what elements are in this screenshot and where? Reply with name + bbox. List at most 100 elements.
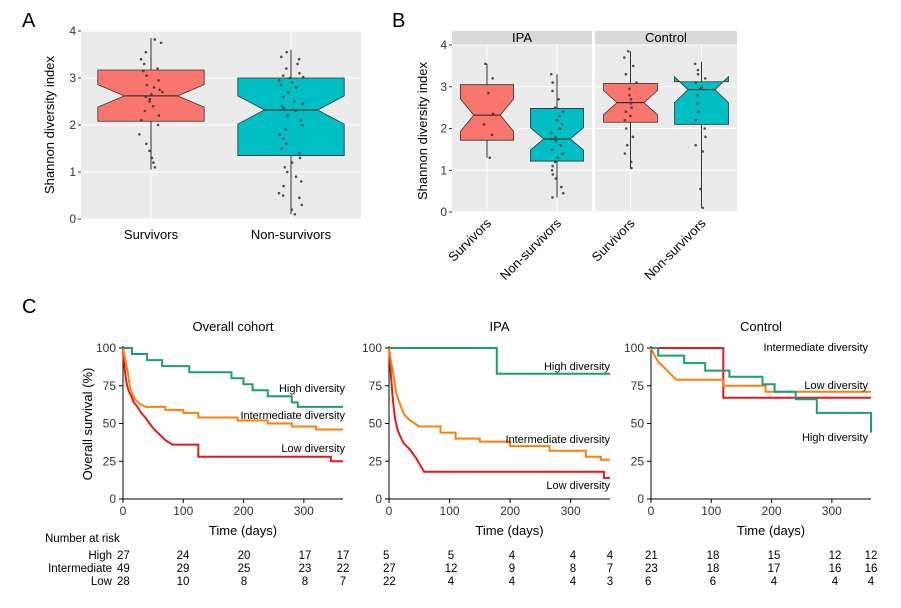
data-point [298,196,301,200]
data-point [624,127,628,130]
curve-label-high: High diversity [544,361,611,373]
data-point [696,72,700,76]
data-point [279,83,283,87]
boxplot-panel-a: 0 1 2 3 4 Survivors Non-survivors Shannon diver… [42,24,361,242]
y-tick-label: 100 [96,341,116,355]
panel-label-a: A [22,10,36,32]
curve-label-intermediate: Intermediate diversity [505,434,610,446]
data-point [297,151,301,155]
risk-value: 6 [710,576,716,588]
risk-table-title: Number at risk [45,533,120,545]
x-tick-label: 200 [500,504,520,518]
data-point [294,109,298,113]
data-point [143,109,147,113]
data-point [629,97,633,101]
x-axis-title: Time (days) [475,523,543,538]
risk-value: 27 [117,550,130,562]
data-point [138,133,141,136]
y-tick-label: 2 [69,118,76,132]
data-point [555,118,559,122]
data-point [623,152,627,155]
x-tick-label: 0 [120,504,127,518]
data-point [560,123,564,126]
data-point [694,118,698,122]
data-point [301,102,305,106]
data-point [630,166,633,170]
data-point [277,79,281,82]
survival-curve-high [651,347,872,433]
y-axis-title: Overall survival (%) [80,368,95,481]
data-point [301,123,304,127]
risk-value: 8 [570,563,576,575]
risk-value: 16 [829,563,842,575]
risk-value: 17 [337,550,350,562]
y-tick-label: 100 [362,341,382,355]
curve-label-low: Low diversity [804,380,868,392]
survival-curve-high [123,347,343,408]
data-point [299,119,303,122]
x-tick-label: 0 [648,504,655,518]
notched-box-non-survivors [237,77,345,156]
data-point [696,93,699,97]
risk-value: 4 [868,576,875,588]
curve-label-low: Low diversity [281,443,345,455]
data-point [626,49,630,53]
data-point [284,128,287,131]
curve-label-high: High diversity [279,383,346,395]
risk-value: 23 [299,563,312,575]
risk-value: 28 [117,576,130,588]
data-point [148,97,152,101]
y-tick-label: 25 [631,454,645,468]
x-tick-label: 100 [173,504,193,518]
data-point [290,81,294,84]
survival-curve-high [389,347,610,375]
data-point [628,93,631,97]
data-point [694,143,697,147]
data-point [622,56,626,59]
risk-value: 4 [570,576,577,588]
survival-plot-2: IPA 0 25 50 75 100 0 100 200 300 Time (days) High d… [362,319,611,538]
y-tick-label: 100 [624,341,644,355]
data-point [491,77,494,80]
data-point [290,161,294,164]
data-point [630,106,633,109]
y-tick-label: 2 [440,122,447,136]
survival-curve-low [122,347,343,463]
risk-value: 20 [238,550,251,562]
risk-value: 15 [768,550,781,562]
data-point [482,123,486,126]
data-point [282,95,285,99]
y-tick-label: 50 [369,417,383,431]
data-point [635,81,638,84]
data-point [145,83,149,87]
data-point [286,114,289,117]
data-point [286,170,289,174]
data-point [151,104,155,108]
data-point [288,76,292,80]
data-point [629,102,633,105]
risk-value: 10 [177,576,190,588]
risk-value: 22 [383,576,396,588]
y-tick-label: 4 [440,38,447,52]
data-point [277,191,281,195]
data-point [696,102,699,105]
risk-value: 16 [865,563,878,575]
data-point [145,74,148,77]
data-point [551,164,554,168]
data-point [699,187,702,191]
data-point [296,62,299,66]
curve-label-low: Low diversity [546,480,610,492]
data-point [556,156,560,160]
x-tick-label: Survivors [124,227,179,242]
data-point [490,133,494,137]
y-tick-label: 50 [103,417,117,431]
risk-value: 12 [445,563,458,575]
y-tick-label: 0 [69,212,76,226]
data-point [142,69,145,73]
data-point [487,91,490,95]
data-point [550,148,554,151]
data-point [699,87,702,91]
data-point [553,106,557,109]
data-point [551,81,555,84]
data-point [280,147,283,150]
